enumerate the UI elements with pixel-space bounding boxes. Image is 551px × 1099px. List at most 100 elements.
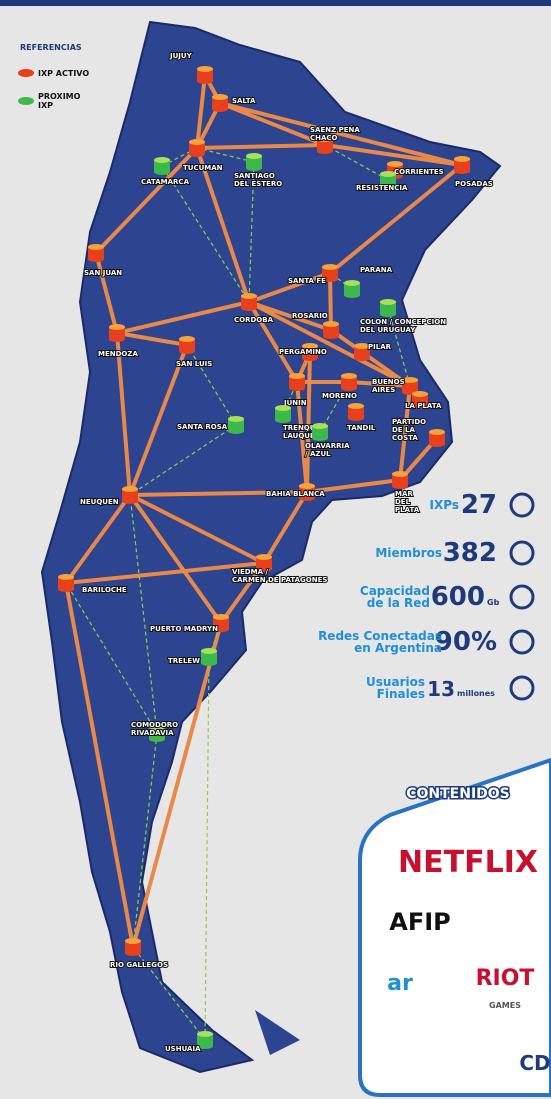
node-bottom — [354, 355, 370, 361]
node-top — [213, 614, 229, 620]
node-label: RIVADAVIA — [131, 729, 174, 737]
node-bottom — [344, 292, 360, 298]
node-label: MAR — [395, 490, 413, 498]
node-label: SAN JUAN — [84, 269, 122, 277]
content-logo: GAMES — [489, 1001, 521, 1010]
node-top — [322, 264, 338, 270]
node-top — [275, 405, 291, 411]
node-label: SANTIAGO — [234, 172, 275, 180]
node-label: TANDIL — [347, 424, 376, 432]
node-top — [289, 373, 305, 379]
stat-value: 27 — [461, 490, 497, 520]
stat-value: 382 — [443, 538, 497, 568]
node-label: CHACO — [310, 134, 338, 142]
stat-value: 13 — [427, 677, 455, 701]
legend-next: IXP — [38, 101, 53, 110]
node-top — [88, 244, 104, 250]
node-top — [412, 391, 428, 397]
node-top — [201, 648, 217, 654]
node-top — [212, 94, 228, 100]
node-label: DE LA — [392, 426, 415, 434]
node-bottom — [88, 256, 104, 262]
node-label: RESISTENCIA — [356, 184, 408, 192]
node-top — [454, 156, 470, 162]
node-label: DEL — [395, 498, 411, 506]
node-top — [122, 486, 138, 492]
node-top — [109, 324, 125, 330]
node-bottom — [312, 435, 328, 441]
node-label: / AZUL — [305, 450, 331, 458]
node-top — [58, 574, 74, 580]
node-bottom — [246, 165, 262, 171]
node-label: PARTIDO — [392, 418, 426, 426]
node-label: CORDOBA — [234, 316, 274, 324]
legend-next: PROXIMO — [38, 92, 81, 101]
node-label: JUJUY — [169, 52, 193, 60]
node-bottom — [125, 950, 141, 956]
node-bottom — [109, 336, 125, 342]
content-logo: RIOT — [476, 966, 535, 991]
node-top — [154, 157, 170, 163]
node-top — [125, 938, 141, 944]
node-label: BARILOCHE — [82, 586, 127, 594]
node-top — [228, 416, 244, 422]
node-label: VIEDMA / — [232, 568, 268, 576]
node-top — [380, 171, 396, 177]
node-label: SANTA ROSA — [177, 423, 228, 431]
node-label: COMODORO — [131, 721, 178, 729]
node-bottom — [228, 428, 244, 434]
node-top — [246, 153, 262, 159]
node-label: SAENZ PEÑA — [310, 125, 360, 134]
node-label: CATAMARCA — [141, 178, 190, 186]
node-top — [299, 483, 315, 489]
content-logo: NETFLIX — [398, 845, 538, 880]
top-bar — [0, 0, 551, 6]
node-label: SALTA — [232, 97, 256, 105]
node-label: PUERTO MADRYN — [150, 625, 218, 633]
node-label: POSADAS — [455, 180, 493, 188]
node-bottom — [179, 348, 195, 354]
node-bottom — [122, 498, 138, 504]
node-bottom — [197, 78, 213, 84]
node-label: PILAR — [368, 343, 392, 351]
node-top — [429, 429, 445, 435]
node-top — [341, 373, 357, 379]
node-top — [380, 299, 396, 305]
node-top — [197, 66, 213, 72]
node-bottom — [429, 441, 445, 447]
node-bottom — [58, 586, 74, 592]
stat-value: 90% — [435, 627, 497, 657]
stat-label: Finales — [377, 687, 425, 701]
node-label: COLON / CONCEPCION — [360, 318, 446, 326]
node-bottom — [348, 415, 364, 421]
node-top — [241, 293, 257, 299]
legend-icon-next — [18, 97, 34, 105]
node-label: AIRES — [372, 386, 395, 394]
node-top — [179, 336, 195, 342]
node-label: PERGAMINO — [279, 348, 327, 356]
node-top — [197, 1031, 213, 1037]
node-label: PLATA — [395, 506, 420, 514]
node-top — [387, 161, 403, 167]
content-logo: ar — [387, 971, 413, 996]
node-label: BAHIA BLANCA — [266, 490, 325, 498]
node-bottom — [275, 417, 291, 423]
stat-label: Miembros — [375, 546, 442, 560]
node-label: OLAVARRIA — [305, 442, 350, 450]
node-label: USHUAIA — [165, 1045, 201, 1053]
node-bottom — [189, 151, 205, 157]
node-top — [392, 471, 408, 477]
node-top — [348, 403, 364, 409]
node-top — [344, 280, 360, 286]
node-label: COSTA — [392, 434, 418, 442]
node-bottom — [454, 168, 470, 174]
node-bottom — [392, 483, 408, 489]
content-logo: AFIP — [389, 908, 451, 936]
contents-title: CONTENIDOS — [406, 786, 510, 802]
stat-label: en Argentina — [354, 641, 442, 655]
node-bottom — [201, 660, 217, 666]
stat-unit: millones — [457, 689, 495, 698]
infographic: JUJUYSALTATUCUMANSAENZ PEÑACHACOCORRIENT… — [0, 0, 551, 1099]
node-top — [323, 321, 339, 327]
